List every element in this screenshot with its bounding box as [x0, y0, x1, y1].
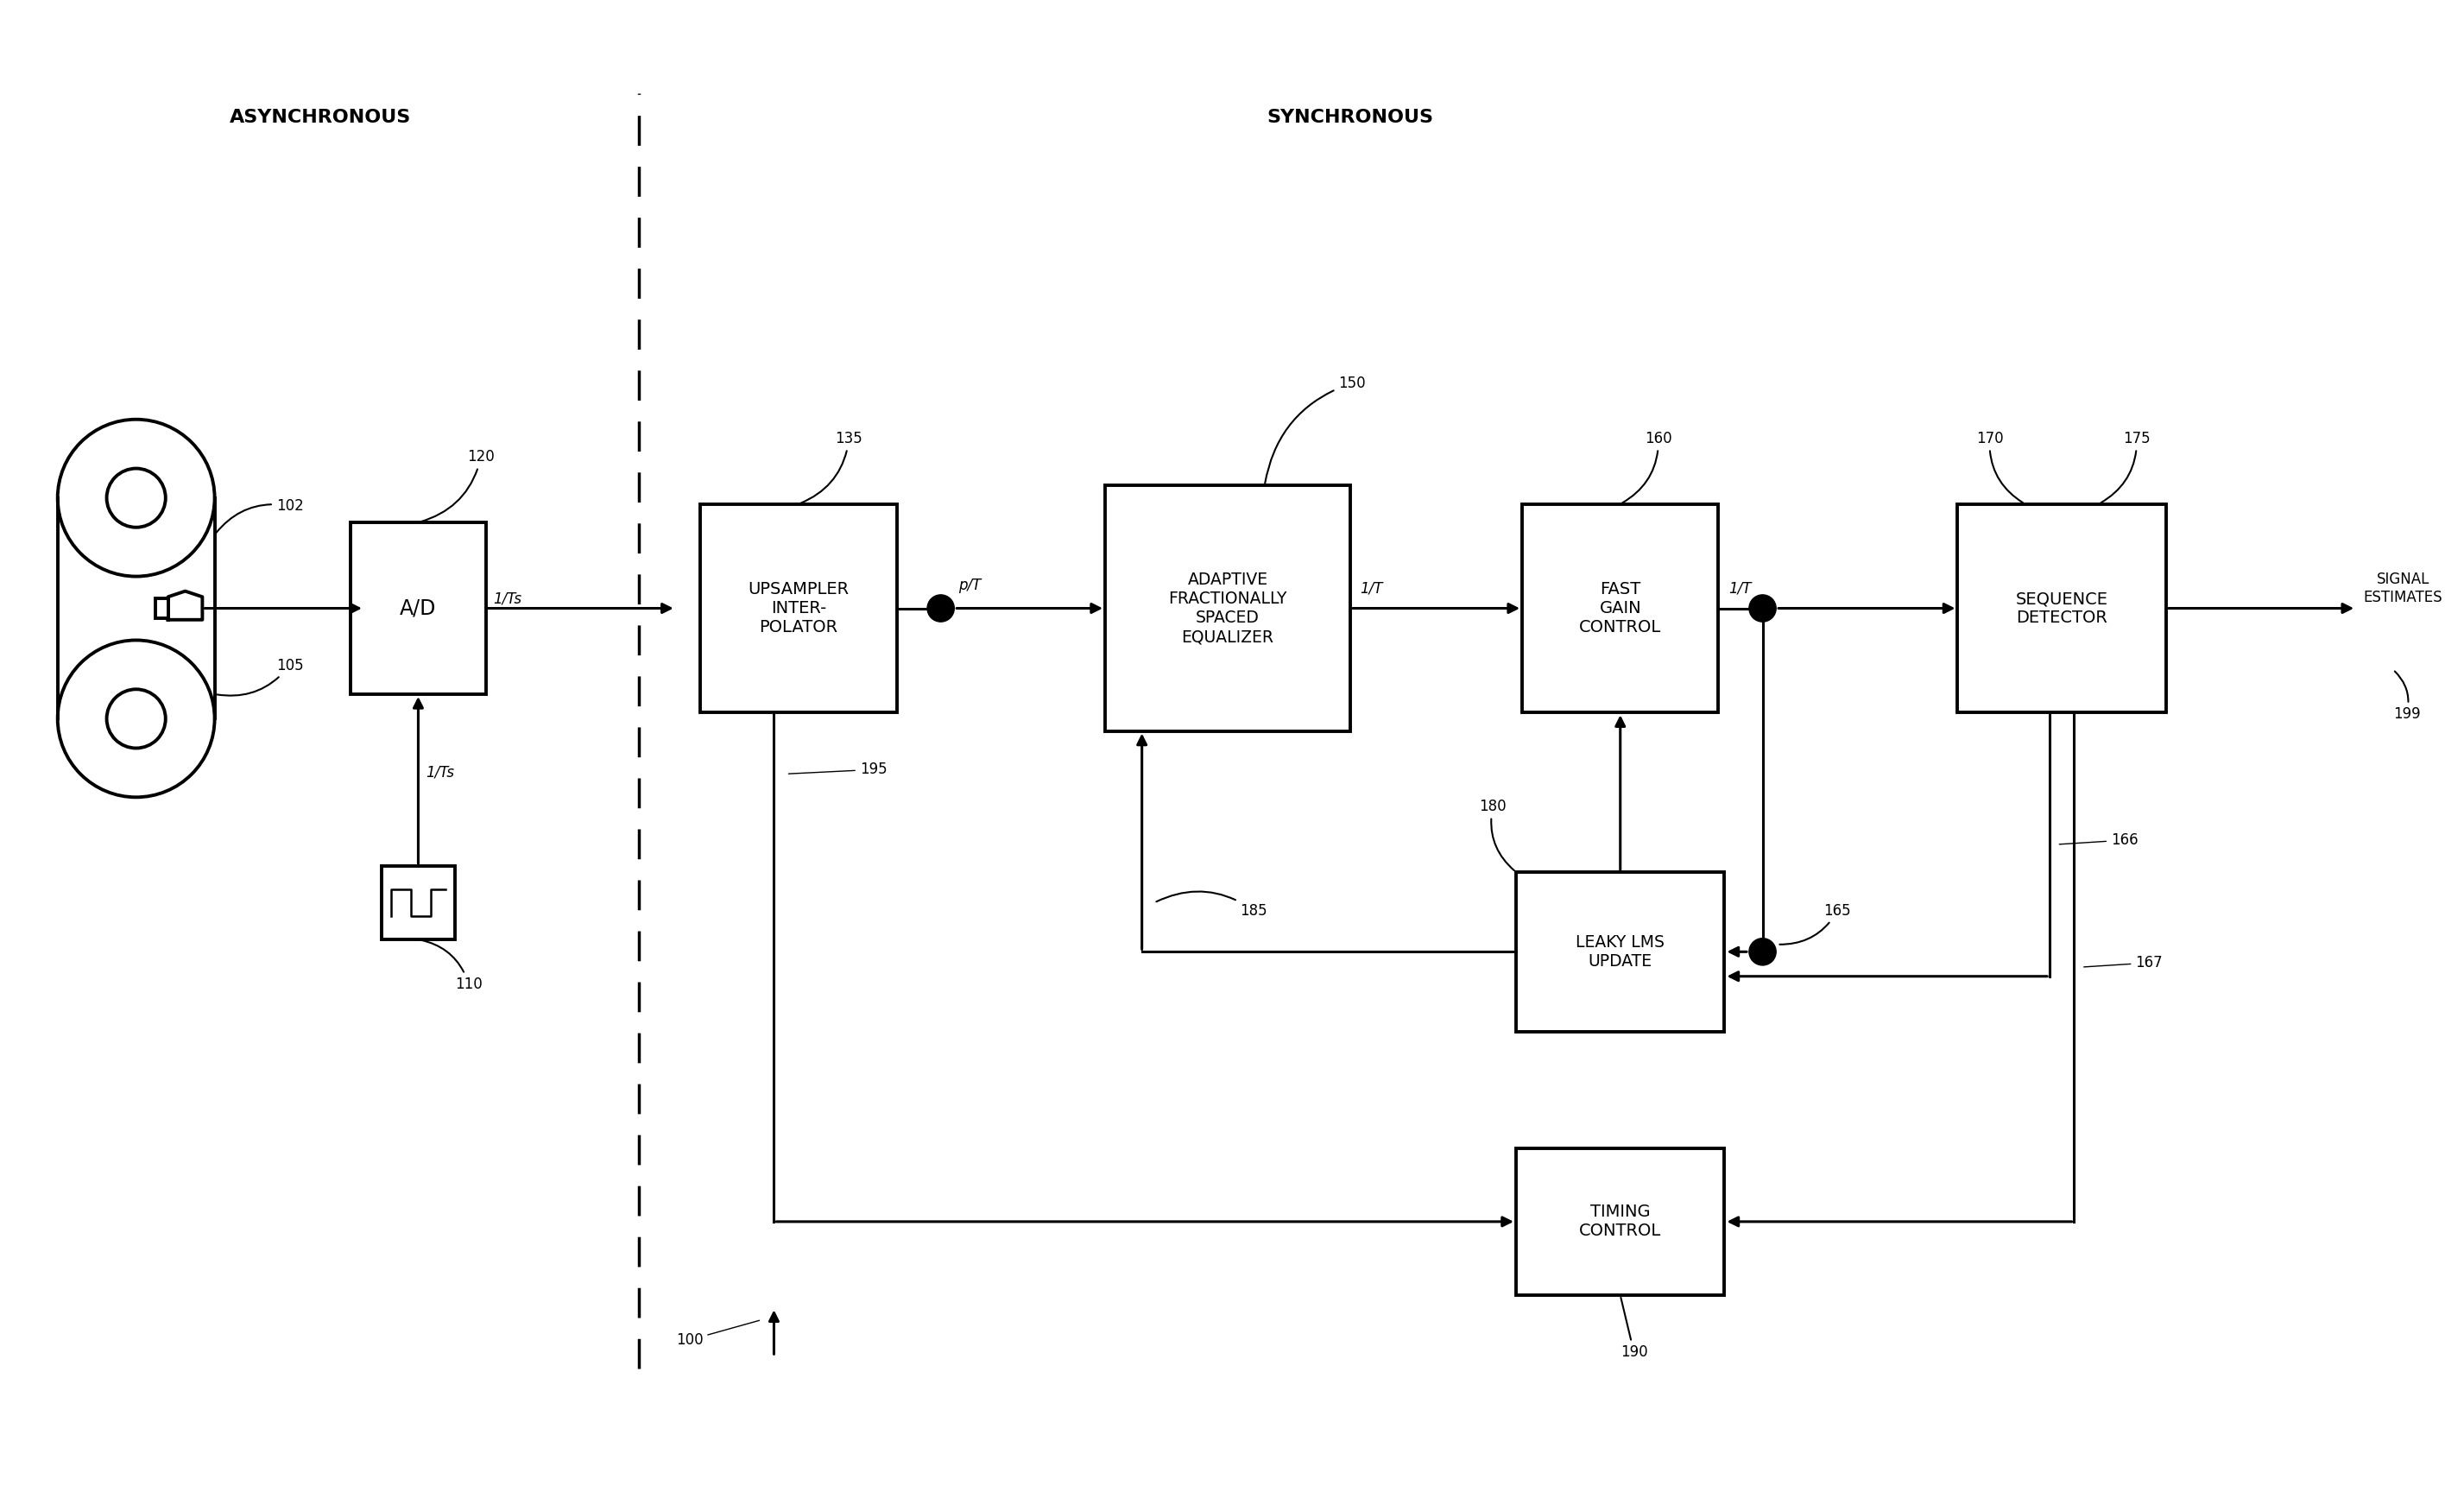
Text: 1/T: 1/T: [1727, 580, 1752, 595]
Text: SEQUENCE
DETECTOR: SEQUENCE DETECTOR: [2016, 591, 2109, 626]
Text: 167: 167: [2085, 955, 2163, 970]
Circle shape: [926, 595, 954, 623]
Bar: [1515, 872, 1725, 1032]
Text: LEAKY LMS
UPDATE: LEAKY LMS UPDATE: [1577, 934, 1666, 970]
Text: SYNCHRONOUS: SYNCHRONOUS: [1266, 109, 1434, 127]
Text: 135: 135: [801, 431, 862, 503]
Text: ASYNCHRONOUS: ASYNCHRONOUS: [229, 109, 411, 127]
Bar: [1523, 505, 1717, 713]
Text: 190: 190: [1621, 1298, 1648, 1360]
Bar: [1956, 505, 2166, 713]
Circle shape: [1749, 595, 1777, 623]
Text: 105: 105: [217, 657, 303, 695]
Text: 1/T: 1/T: [1360, 580, 1382, 595]
Text: 160: 160: [1621, 431, 1673, 503]
Text: SIGNAL
ESTIMATES: SIGNAL ESTIMATES: [2363, 573, 2442, 606]
Text: 185: 185: [1156, 891, 1266, 919]
Text: 1/Ts: 1/Ts: [493, 591, 522, 606]
Text: p/T: p/T: [958, 579, 981, 594]
Bar: [155, 598, 168, 618]
Text: 166: 166: [2060, 833, 2139, 848]
Circle shape: [57, 641, 214, 798]
Text: 180: 180: [1478, 799, 1515, 870]
Circle shape: [1749, 938, 1777, 966]
Text: 195: 195: [788, 762, 887, 777]
Text: A/D: A/D: [399, 598, 436, 618]
Text: ADAPTIVE
FRACTIONALLY
SPACED
EQUALIZER: ADAPTIVE FRACTIONALLY SPACED EQUALIZER: [1168, 571, 1286, 645]
Bar: [350, 523, 485, 694]
Text: 150: 150: [1264, 375, 1365, 484]
Text: 102: 102: [217, 499, 303, 533]
Bar: [1106, 485, 1350, 731]
Text: FAST
GAIN
CONTROL: FAST GAIN CONTROL: [1579, 582, 1661, 636]
Circle shape: [106, 468, 165, 527]
Text: 110: 110: [421, 940, 483, 993]
Circle shape: [57, 420, 214, 576]
Text: 170: 170: [1976, 431, 2023, 503]
Bar: [700, 505, 897, 713]
Text: 100: 100: [675, 1321, 759, 1348]
Text: 175: 175: [2102, 431, 2151, 503]
Bar: [1515, 1148, 1725, 1295]
Text: 120: 120: [421, 449, 495, 521]
Text: 1/Ts: 1/Ts: [426, 765, 453, 781]
Text: UPSAMPLER
INTER-
POLATOR: UPSAMPLER INTER- POLATOR: [749, 582, 850, 636]
Bar: [382, 866, 456, 940]
Text: 165: 165: [1779, 904, 1850, 944]
Text: TIMING
CONTROL: TIMING CONTROL: [1579, 1204, 1661, 1239]
Circle shape: [106, 689, 165, 748]
Text: 199: 199: [2393, 671, 2420, 722]
